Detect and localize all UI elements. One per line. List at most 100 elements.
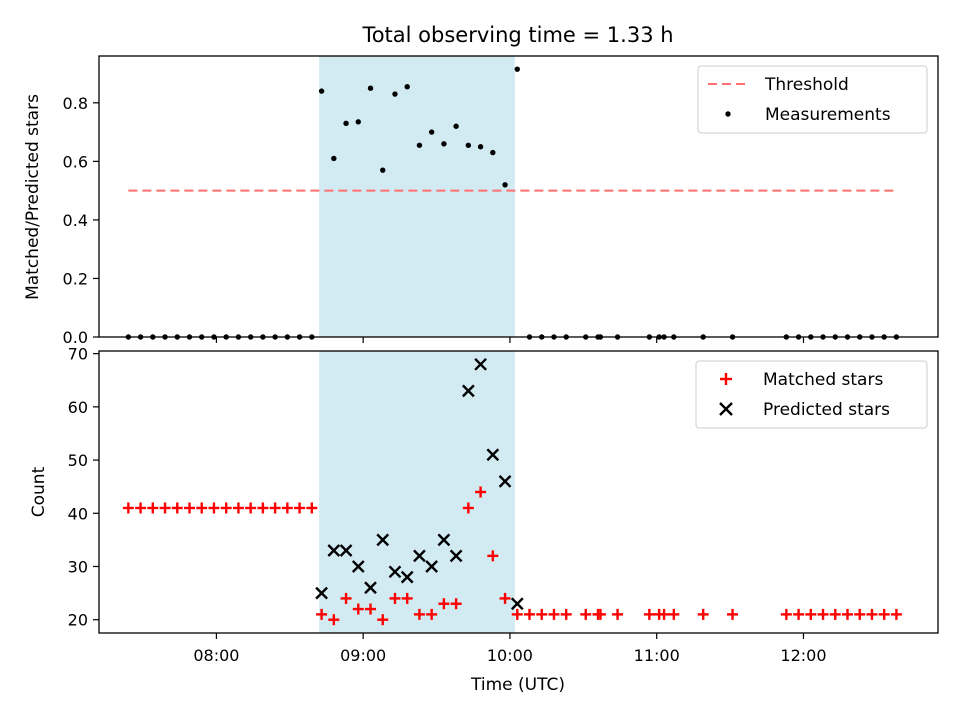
- matched-star-point-41: [643, 608, 655, 620]
- legend-measurements-label: Measurements: [765, 105, 891, 125]
- matched-star-point-15: [306, 502, 318, 514]
- matched-star-point-5: [184, 502, 196, 514]
- matched-star-point-26: [438, 598, 450, 610]
- matched-star-point-46: [727, 608, 739, 620]
- matched-star-point-55: [878, 608, 890, 620]
- legend-measurements-swatch: [725, 111, 731, 117]
- top-panel: 0.00.20.40.60.8 Matched/Predicted stars …: [23, 55, 939, 347]
- bottom-ytick-label-1: 30: [68, 557, 88, 576]
- matched-star-point-2: [147, 502, 159, 514]
- bottom-xtick-label-2: 10:00: [487, 646, 533, 665]
- matched-star-point-1: [135, 502, 147, 514]
- bottom-legend-box: [695, 360, 928, 429]
- figure-title: Total observing time = 1.33 h: [361, 23, 673, 47]
- legend-predicted-label: Predicted stars: [763, 400, 890, 420]
- measurement-point-31: [502, 182, 508, 188]
- matched-star-point-17: [328, 614, 340, 626]
- top-legend-box: [697, 65, 928, 134]
- top-legend: Threshold Measurements: [697, 65, 928, 134]
- matched-star-point-44: [668, 608, 680, 620]
- measurement-point-30: [490, 149, 496, 156]
- matched-star-point-52: [841, 608, 853, 620]
- measurement-point-25: [428, 129, 435, 135]
- predicted-star-point-7: [400, 570, 414, 584]
- measurement-point-27: [453, 123, 459, 129]
- top-x-ticks: [215, 337, 805, 343]
- matched-star-point-32: [511, 608, 523, 620]
- matched-star-point-20: [365, 603, 377, 615]
- matched-star-point-3: [159, 502, 171, 514]
- predicted-star-point-10: [437, 533, 451, 547]
- measurement-point-23: [404, 84, 410, 90]
- matched-star-point-31: [499, 592, 511, 604]
- matched-star-point-54: [866, 608, 878, 620]
- predicted-star-point-3: [351, 560, 365, 573]
- predicted-star-point-0: [315, 586, 328, 600]
- predicted-star-point-2: [339, 544, 353, 557]
- matched-star-point-30: [487, 550, 499, 562]
- top-ytick-label-2: 0.4: [63, 211, 88, 230]
- predicted-star-point-12: [462, 384, 475, 398]
- measurement-point-28: [465, 142, 472, 148]
- matched-star-point-13: [281, 502, 293, 514]
- legend-matched-label: Matched stars: [763, 370, 883, 390]
- matched-star-point-4: [171, 502, 183, 514]
- matched-star-point-36: [560, 608, 572, 620]
- legend-matched-swatch: [720, 373, 732, 385]
- matched-star-point-33: [524, 608, 536, 620]
- top-ytick-label-4: 0.8: [63, 94, 88, 113]
- matched-star-point-12: [269, 502, 281, 514]
- legend-predicted-swatch: [719, 402, 733, 416]
- matched-stars-points: [122, 486, 902, 626]
- matched-star-point-40: [612, 608, 624, 620]
- matched-star-point-18: [340, 592, 352, 604]
- measurement-point-22: [392, 91, 398, 97]
- bottom-x-axis-label: Time (UTC): [470, 675, 565, 695]
- matched-star-point-14: [294, 502, 306, 514]
- measurement-point-19: [355, 119, 361, 125]
- matched-star-point-22: [389, 592, 401, 604]
- matched-star-point-56: [890, 608, 902, 620]
- predicted-star-point-4: [364, 581, 377, 595]
- bottom-ytick-label-3: 50: [68, 451, 88, 470]
- predicted-star-point-15: [498, 475, 512, 488]
- matched-star-point-23: [401, 592, 413, 604]
- measurement-point-17: [331, 155, 337, 162]
- bottom-xtick-label-3: 11:00: [634, 646, 680, 665]
- bottom-xtick-label-0: 08:00: [193, 646, 239, 665]
- bottom-ytick-label-2: 40: [68, 504, 88, 523]
- bottom-y-axis-label: Count: [29, 466, 49, 517]
- matched-star-point-7: [208, 502, 220, 514]
- matched-star-point-0: [122, 502, 134, 514]
- predicted-star-point-14: [486, 448, 500, 462]
- matched-star-point-37: [580, 608, 592, 620]
- bottom-ytick-label-4: 60: [68, 398, 88, 417]
- bottom-legend: Matched stars Predicted stars: [695, 360, 928, 429]
- matched-star-point-21: [377, 614, 389, 626]
- measurement-point-16: [318, 88, 325, 94]
- measurement-point-29: [477, 144, 484, 150]
- top-y-ticks: 0.0 0.2 0.4 0.6 0.8: [63, 94, 99, 347]
- predicted-star-point-1: [327, 544, 341, 557]
- matched-star-point-53: [854, 608, 866, 620]
- top-ytick-label-1: 0.2: [63, 269, 88, 288]
- matched-star-point-27: [450, 598, 462, 610]
- predicted-star-point-9: [425, 560, 439, 573]
- matched-star-point-48: [793, 608, 805, 620]
- matched-star-point-35: [548, 608, 560, 620]
- top-axes-frame: [98, 55, 939, 338]
- matched-star-point-6: [196, 502, 208, 514]
- bottom-xtick-label-4: 12:00: [780, 646, 826, 665]
- matched-star-point-34: [536, 608, 548, 620]
- predicted-star-point-5: [376, 533, 390, 547]
- matched-star-point-45: [697, 608, 709, 620]
- measurement-point-21: [380, 167, 386, 173]
- measurement-point-32: [514, 66, 520, 72]
- predicted-star-point-8: [413, 549, 426, 563]
- bottom-y-ticks: 20 30 40 50 60 70: [68, 345, 99, 630]
- top-y-axis-label: Matched/Predicted stars: [23, 94, 43, 300]
- matched-star-point-47: [780, 608, 792, 620]
- matched-star-point-25: [426, 608, 438, 620]
- matched-star-point-9: [232, 502, 244, 514]
